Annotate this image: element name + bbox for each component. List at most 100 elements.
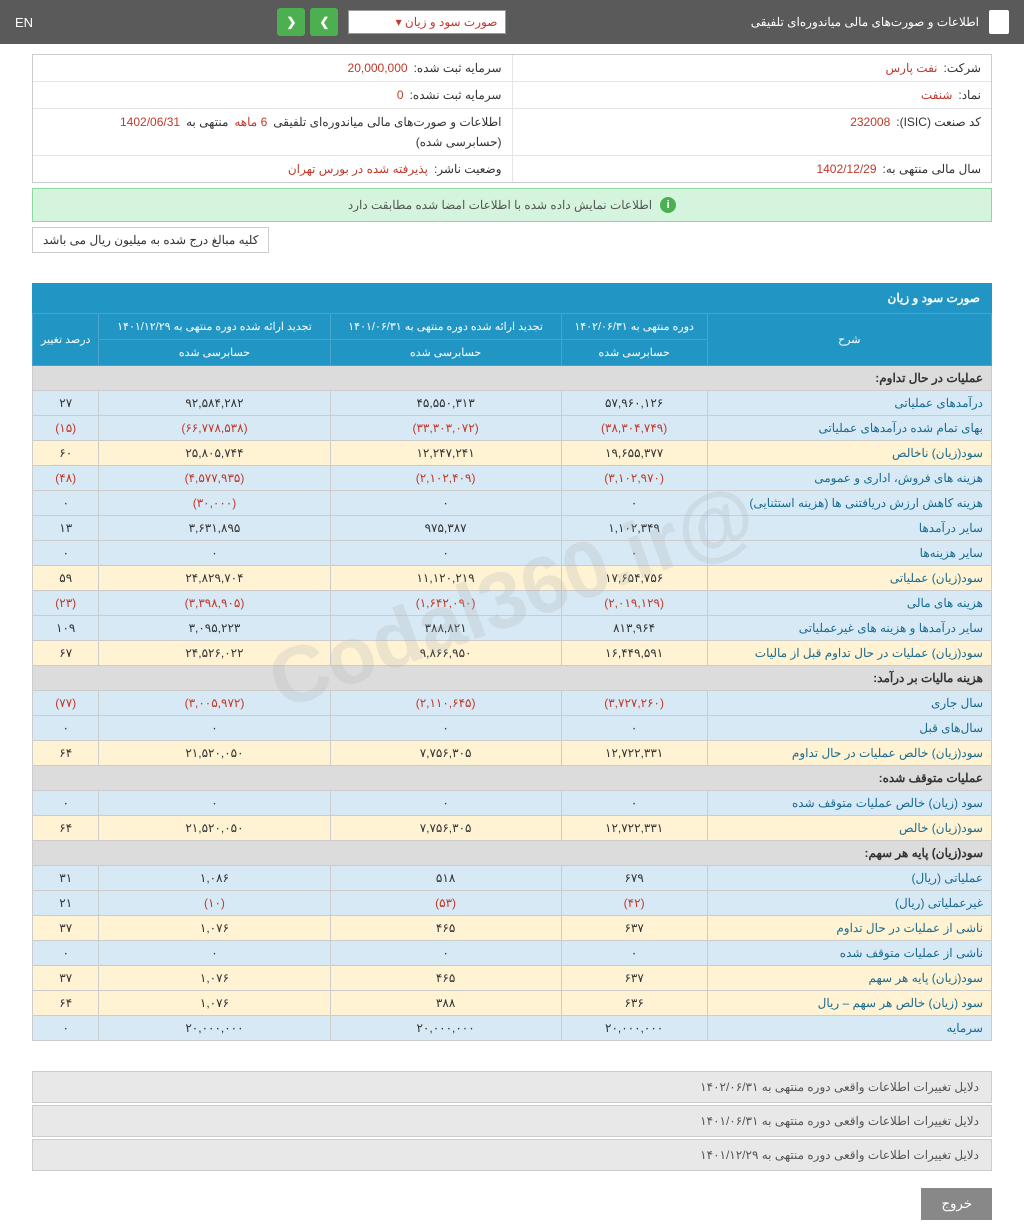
value-cell: ۶۳۶ [561,991,707,1016]
value-cell: ۳,۶۳۱,۸۹۵ [99,516,330,541]
value-cell: (۲,۰۱۹,۱۲۹) [561,591,707,616]
value-cell: ۰ [561,791,707,816]
clipboard-icon [989,10,1009,34]
table-row: سود (زیان) خالص هر سهم – ریال۶۳۶۳۸۸۱,۰۷۶… [33,991,992,1016]
desc-cell: ناشی از عملیات متوقف شده [707,941,991,966]
value-cell: ۱۷,۶۵۴,۷۵۶ [561,566,707,591]
financial-table: شرح دوره منتهی به ۱۴۰۲/۰۶/۳۱ تجدید ارائه… [32,313,992,1041]
value-cell: (۳۰,۰۰۰) [99,491,330,516]
period: 6 ماهه [234,115,267,129]
value-cell: ۵۹ [33,566,99,591]
value-cell: ۲۰,۰۰۰,۰۰۰ [99,1016,330,1041]
value-cell: ۷,۷۵۶,۳۰۵ [330,816,561,841]
value-cell: ۶۳۷ [561,966,707,991]
value-cell: ۱,۰۷۶ [99,966,330,991]
value-cell: ۰ [330,491,561,516]
desc-cell: ناشی از عملیات در حال تداوم [707,916,991,941]
header-cell: سود(زیان) پایه هر سهم: [33,841,992,866]
capital-unreg-label: سرمایه ثبت نشده: [410,88,502,102]
value-cell: ۰ [33,1016,99,1041]
value-cell: (۳,۳۹۸,۹۰۵) [99,591,330,616]
table-row: سود(زیان) عملیاتی۱۷,۶۵۴,۷۵۶۱۱,۱۲۰,۲۱۹۲۴,… [33,566,992,591]
fiscal-label: سال مالی منتهی به: [883,162,981,176]
desc-cell: هزینه های فروش، اداری و عمومی [707,466,991,491]
value-cell: ۳۸۸,۸۲۱ [330,616,561,641]
value-cell: ۰ [99,941,330,966]
table-row: غیرعملیاتی (ریال)(۴۲)(۵۳)(۱۰)۲۱ [33,891,992,916]
value-cell: ۰ [99,791,330,816]
value-cell: ۰ [33,941,99,966]
info-icon: i [660,197,676,213]
status-value: پذیرفته شده در بورس تهران [288,162,428,176]
info-card: شرکت:نفت پارس سرمایه ثبت شده:20,000,000 … [32,54,992,183]
lang-switch[interactable]: EN [15,15,33,30]
value-cell: ۴۵,۵۵۰,۳۱۳ [330,391,561,416]
value-cell: ۶۴ [33,816,99,841]
value-cell: (۱۵) [33,416,99,441]
footer-row[interactable]: دلایل تغییرات اطلاعات واقعی دوره منتهی ب… [32,1139,992,1171]
th-c3a: تجدید ارائه شده دوره منتهی به ۱۴۰۱/۱۲/۲۹ [99,314,330,340]
header-cell: عملیات متوقف شده: [33,766,992,791]
footer-row[interactable]: دلایل تغییرات اطلاعات واقعی دوره منتهی ب… [32,1071,992,1103]
value-cell: ۱,۰۷۶ [99,991,330,1016]
table-row: سود(زیان) عملیات در حال تداوم قبل از مال… [33,641,992,666]
value-cell: ۰ [99,541,330,566]
desc-cell: سود(زیان) عملیات در حال تداوم قبل از مال… [707,641,991,666]
value-cell: ۱۶,۴۴۹,۵۹۱ [561,641,707,666]
value-cell: ۶۴ [33,741,99,766]
report-dropdown[interactable]: صورت سود و زیان ▾ [348,10,506,34]
value-cell: ۶۳۷ [561,916,707,941]
value-cell: ۲۱ [33,891,99,916]
value-cell: (۲,۱۰۲,۴۰۹) [330,466,561,491]
value-cell: ۱,۰۸۶ [99,866,330,891]
table-row: سود(زیان) پایه هر سهم۶۳۷۴۶۵۱,۰۷۶۳۷ [33,966,992,991]
value-cell: (۴,۵۷۷,۹۳۵) [99,466,330,491]
value-cell: (۳,۰۰۵,۹۷۲) [99,691,330,716]
table-row: هزینه های فروش، اداری و عمومی(۳,۱۰۲,۹۷۰)… [33,466,992,491]
value-cell: (۱۰) [99,891,330,916]
capital-reg-label: سرمایه ثبت شده: [414,61,502,75]
value-cell: (۷۷) [33,691,99,716]
footer-row[interactable]: دلایل تغییرات اطلاعات واقعی دوره منتهی ب… [32,1105,992,1137]
value-cell: ۱۰۹ [33,616,99,641]
value-cell: ۰ [330,791,561,816]
value-cell: ۲۱,۵۲۰,۰۵۰ [99,741,330,766]
currency-note: کلیه مبالغ درج شده به میلیون ریال می باش… [32,227,269,253]
value-cell: (۳,۷۲۷,۲۶۰) [561,691,707,716]
value-cell: (۵۳) [330,891,561,916]
value-cell: (۴۸) [33,466,99,491]
symbol-label: نماد: [958,88,981,102]
th-pct: درصد تغییر [33,314,99,366]
nav-prev[interactable]: ❮ [277,8,305,36]
table-row: سایر هزینه‌ها۰۰۰۰ [33,541,992,566]
audited-label: (حسابرسی شده) [416,135,502,149]
nav-next[interactable]: ❯ [310,8,338,36]
period-end-label: منتهی به [186,115,228,129]
isic-label: کد صنعت (ISIC): [896,115,981,149]
company-value: نفت پارس [886,61,938,75]
footer-rows: دلایل تغییرات اطلاعات واقعی دوره منتهی ب… [32,1071,992,1171]
desc-cell: سود(زیان) خالص [707,816,991,841]
value-cell: ۹۷۵,۳۸۷ [330,516,561,541]
exit-button[interactable]: خروج [921,1188,992,1220]
value-cell: (۲۳) [33,591,99,616]
th-c2a: تجدید ارائه شده دوره منتهی به ۱۴۰۱/۰۶/۳۱ [330,314,561,340]
verification-banner: i اطلاعات نمایش داده شده با اطلاعات امضا… [32,188,992,222]
value-cell: ۴۶۵ [330,916,561,941]
value-cell: ۶۰ [33,441,99,466]
table-row: عملیات در حال تداوم: [33,366,992,391]
table-row: ناشی از عملیات در حال تداوم۶۳۷۴۶۵۱,۰۷۶۳۷ [33,916,992,941]
desc-cell: سال جاری [707,691,991,716]
th-c3b: حسابرسی شده [99,340,330,366]
symbol-value: شنفت [921,88,953,102]
value-cell: ۸۱۳,۹۶۴ [561,616,707,641]
value-cell: (۶۶,۷۷۸,۵۳۸) [99,416,330,441]
value-cell: (۳۳,۳۰۳,۰۷۲) [330,416,561,441]
desc-cell: سایر درآمدها و هزینه های غیرعملیاتی [707,616,991,641]
table-row: سایر درآمدها و هزینه های غیرعملیاتی۸۱۳,۹… [33,616,992,641]
table-row: سرمایه۲۰,۰۰۰,۰۰۰۲۰,۰۰۰,۰۰۰۲۰,۰۰۰,۰۰۰۰ [33,1016,992,1041]
value-cell: ۳۸۸ [330,991,561,1016]
value-cell: ۱۹,۶۵۵,۳۷۷ [561,441,707,466]
desc-cell: سایر هزینه‌ها [707,541,991,566]
value-cell: ۳۷ [33,916,99,941]
